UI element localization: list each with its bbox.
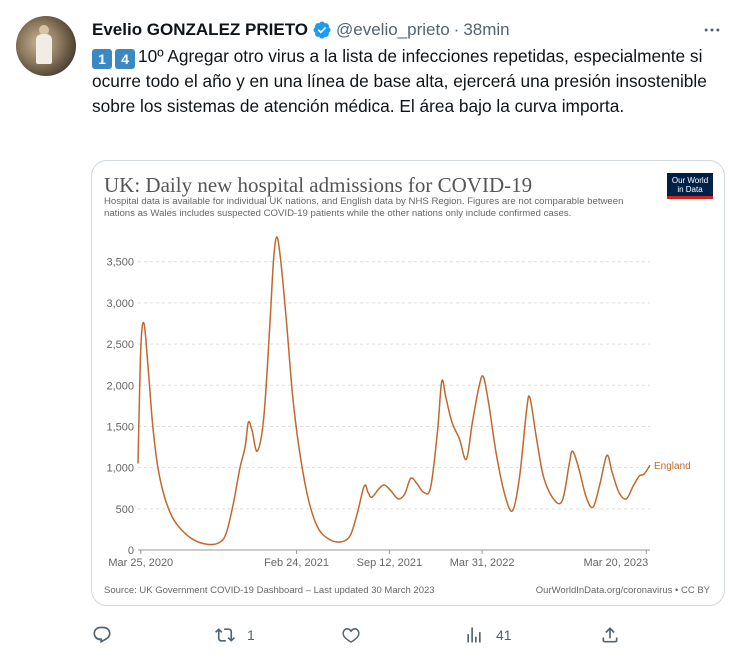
timestamp[interactable]: 38min (463, 20, 510, 39)
y-tick-label: 3,000 (106, 298, 134, 310)
y-tick-label: 1,500 (106, 421, 134, 433)
views-button[interactable]: 41 (464, 622, 512, 648)
share-button[interactable] (600, 622, 620, 648)
y-tick-label: 2,000 (106, 380, 134, 392)
y-tick-label: 0 (128, 545, 134, 557)
retweet-button[interactable]: 1 (215, 622, 255, 648)
series-line-england (137, 236, 651, 546)
avatar-head (39, 25, 49, 35)
like-button[interactable] (341, 622, 361, 648)
keycap-1-icon: 1 (92, 49, 112, 69)
verified-badge-icon (312, 20, 332, 40)
author-name[interactable]: Evelio GONZALEZ PRIETO (92, 20, 308, 39)
series-label: England (654, 461, 691, 472)
avatar-figure (36, 34, 52, 64)
author-handle[interactable]: @evelio_prieto (336, 20, 450, 39)
keycap-4-icon: 4 (115, 49, 135, 69)
action-bar: 1 41 (92, 620, 724, 650)
retweet-icon (215, 625, 235, 645)
owid-logo: Our World in Data (667, 173, 713, 199)
separator-dot: · (453, 20, 460, 39)
x-tick-label: Mar 20, 2023 (583, 557, 648, 569)
like-icon (341, 625, 361, 645)
media-card[interactable]: 0 500 1,000 1,500 2,000 2,500 3,000 3,500 Mar 25… (91, 160, 725, 606)
tweet-header: Evelio GONZALEZ PRIETO @evelio_prieto · … (92, 19, 510, 41)
retweet-count: 1 (247, 627, 255, 643)
tweet-text: 1 4 10º Agregar otro virus a la lista de i… (92, 44, 724, 118)
y-tick-label: 2,500 (106, 339, 134, 351)
views-count: 41 (496, 627, 512, 643)
views-icon (464, 625, 484, 645)
chart-license: OurWorldInData.org/coronavirus • CC BY (535, 585, 710, 596)
owid-logo-line2: in Data (677, 185, 703, 194)
x-tick-label: Mar 25, 2020 (108, 557, 173, 569)
chart-svg: 0 500 1,000 1,500 2,000 2,500 3,000 3,500 Mar 25… (106, 236, 691, 569)
reply-button[interactable] (92, 622, 112, 648)
share-icon (600, 625, 620, 645)
chart-source: Source: UK Government COVID-19 Dashboard… (104, 585, 435, 596)
more-options-icon[interactable] (700, 18, 724, 42)
x-tick-label: Sep 12, 2021 (357, 557, 422, 569)
y-tick-label: 3,500 (106, 257, 134, 269)
tweet-body: 10º Agregar otro virus a la lista de inf… (92, 46, 707, 116)
x-tick-label: Mar 31, 2022 (450, 557, 515, 569)
y-tick-label: 1,000 (106, 463, 134, 475)
reply-icon (92, 625, 112, 645)
avatar[interactable] (16, 16, 76, 76)
owid-logo-line1: Our World (671, 176, 709, 185)
chart-title: UK: Daily new hospital admissions for CO… (104, 173, 533, 197)
x-tick-label: Feb 24, 2021 (264, 557, 329, 569)
chart-subtitle: Hospital data is available for individua… (104, 196, 624, 219)
y-tick-label: 500 (116, 504, 134, 516)
